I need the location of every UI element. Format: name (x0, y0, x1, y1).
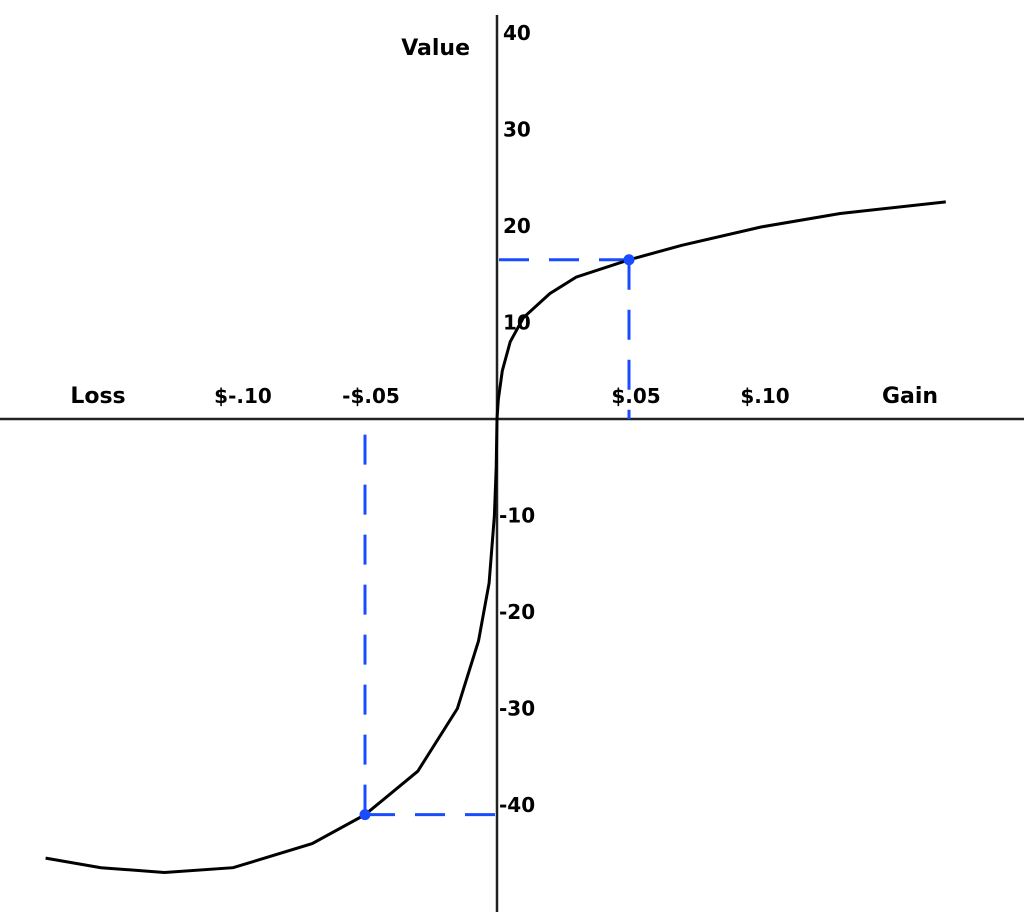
x-label-loss: Loss (70, 384, 125, 409)
x-tick-label: $.05 (611, 384, 660, 408)
y-tick-label: 40 (503, 21, 531, 45)
y-axis-label: Value (401, 36, 470, 61)
y-tick-label: 10 (503, 311, 531, 335)
x-label-gain: Gain (882, 384, 938, 409)
x-tick-label: -$.05 (342, 384, 400, 408)
y-tick-label: 30 (503, 118, 531, 142)
y-tick-label: -30 (499, 697, 535, 721)
x-tick-label: $-.10 (214, 384, 272, 408)
highlighted-point (623, 254, 635, 266)
x-tick-label: $.10 (740, 384, 789, 408)
y-tick-label: -40 (499, 793, 535, 817)
y-tick-label: -20 (499, 600, 535, 624)
y-tick-label: -10 (499, 504, 535, 528)
highlighted-point (359, 809, 371, 821)
y-tick-label: 20 (503, 214, 531, 238)
value-curve (45, 200, 946, 875)
